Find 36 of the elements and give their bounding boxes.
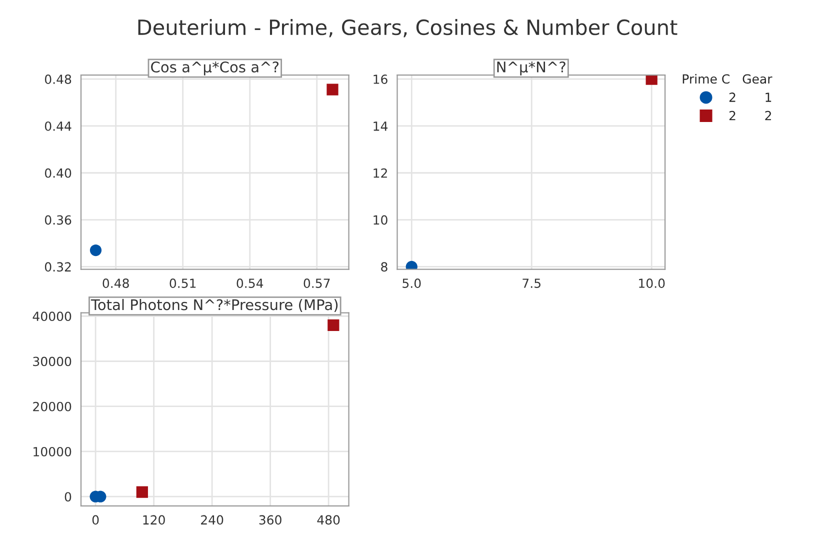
x-tick-label: 0 — [92, 515, 99, 525]
legend-title: Prime C Gear — [682, 74, 772, 84]
y-tick-label: 16 — [374, 74, 388, 84]
x-tick-label: 480 — [317, 515, 340, 525]
y-tick-label: 0.44 — [44, 121, 72, 131]
y-tick-label: 30000 — [33, 356, 72, 366]
y-tick-label: 0.40 — [44, 168, 72, 178]
x-tick-label: 240 — [201, 515, 224, 525]
x-tick-label: 5.0 — [402, 278, 421, 288]
y-tick-label: 12 — [374, 168, 387, 178]
x-tick-label: 10.0 — [639, 278, 665, 288]
y-tick-label: 20000 — [33, 402, 72, 412]
x-tick-label: 0.57 — [304, 278, 330, 288]
y-tick-label: 0.48 — [44, 74, 72, 84]
y-tick-label: 10000 — [34, 446, 72, 456]
y-tick-label: 0.32 — [44, 262, 71, 272]
y-tick-label: 0.36 — [44, 215, 72, 225]
x-tick-label: 120 — [143, 515, 165, 525]
y-tick-label: 14 — [374, 122, 388, 131]
chart-title: Cos a^µ*Cos a^? — [151, 61, 279, 76]
text: Deuterium - Prime, Gears, Cosines & Number Count — [138, 19, 678, 38]
y-tick-label: 0 — [64, 492, 72, 502]
x-tick-label: 0.54 — [236, 278, 264, 288]
legend-label: 2 1 — [729, 92, 772, 102]
point — [328, 319, 340, 331]
x-tick-label: 7.5 — [522, 278, 540, 288]
legend-label: 2 2 — [729, 110, 771, 120]
y-tick-label: 40000 — [32, 312, 72, 322]
x-tick-label: 0.51 — [170, 278, 196, 288]
x-tick-label: 0.48 — [102, 278, 129, 288]
y-tick-label: 8 — [381, 262, 388, 272]
y-tick-label: 10 — [374, 215, 388, 225]
chart-title: Total Photons N^?*Pressure (MPa) — [90, 298, 338, 312]
x-tick-label: 360 — [259, 515, 282, 525]
chart-title: N^µ*N^? — [497, 61, 566, 76]
point — [136, 486, 148, 498]
